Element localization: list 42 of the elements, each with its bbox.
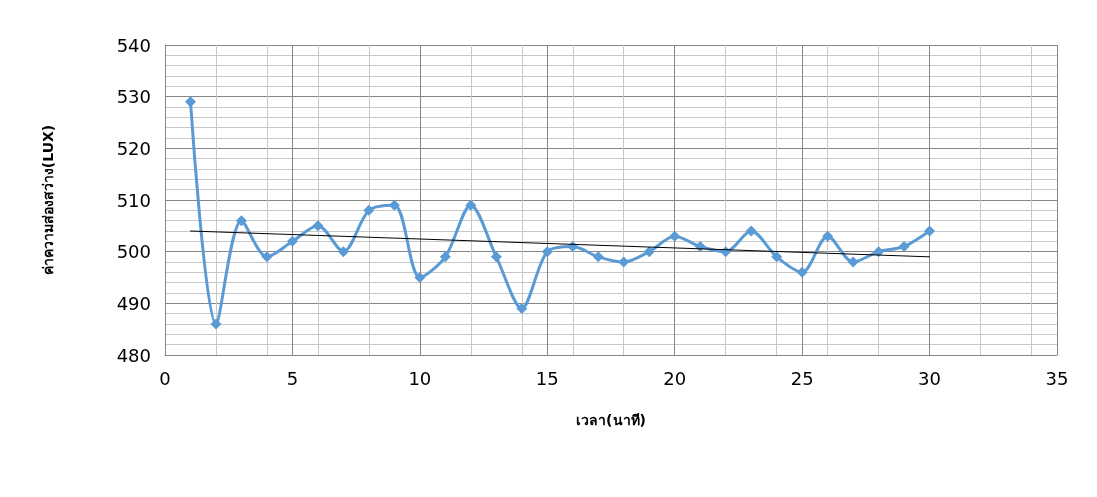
point — [592, 251, 604, 263]
x-tick-label: 15 — [535, 367, 559, 389]
x-axis-title: เวลา(นาที) — [576, 412, 646, 428]
point — [363, 204, 375, 216]
point — [924, 225, 936, 237]
point — [414, 272, 426, 283]
point — [618, 256, 630, 268]
x-tick-label: 0 — [159, 367, 171, 389]
point — [439, 251, 451, 263]
point — [465, 199, 477, 211]
point — [796, 266, 808, 278]
x-tick-label: 35 — [1045, 367, 1069, 389]
y-tick-label: 520 — [116, 137, 151, 159]
point — [898, 241, 910, 252]
point — [847, 256, 859, 268]
point — [771, 251, 783, 263]
point — [261, 251, 273, 263]
point — [337, 246, 349, 258]
point — [745, 225, 757, 237]
y-tick-label: 500 — [116, 241, 151, 263]
x-tick-label: 30 — [918, 367, 942, 389]
y-tick-label: 480 — [116, 344, 151, 366]
point — [286, 235, 298, 247]
point — [490, 251, 502, 263]
point — [541, 246, 553, 258]
x-tick-label: 10 — [408, 367, 432, 389]
y-axis-title: ค่าความส่องสว่าง(LUX) — [40, 124, 56, 276]
point — [312, 220, 324, 232]
x-tick-label: 25 — [790, 367, 814, 389]
y-tick-label: 510 — [116, 189, 151, 211]
point — [235, 215, 247, 227]
point — [643, 246, 655, 258]
point — [822, 230, 834, 242]
point — [184, 96, 196, 108]
x-tick-label: 5 — [286, 367, 299, 389]
point — [210, 318, 222, 330]
point — [516, 303, 528, 314]
point — [669, 230, 681, 242]
y-tick-label: 540 — [116, 34, 151, 56]
y-tick-label: 490 — [116, 292, 151, 314]
y-tick-label: 530 — [116, 86, 151, 108]
x-tick-label: 20 — [663, 367, 687, 389]
